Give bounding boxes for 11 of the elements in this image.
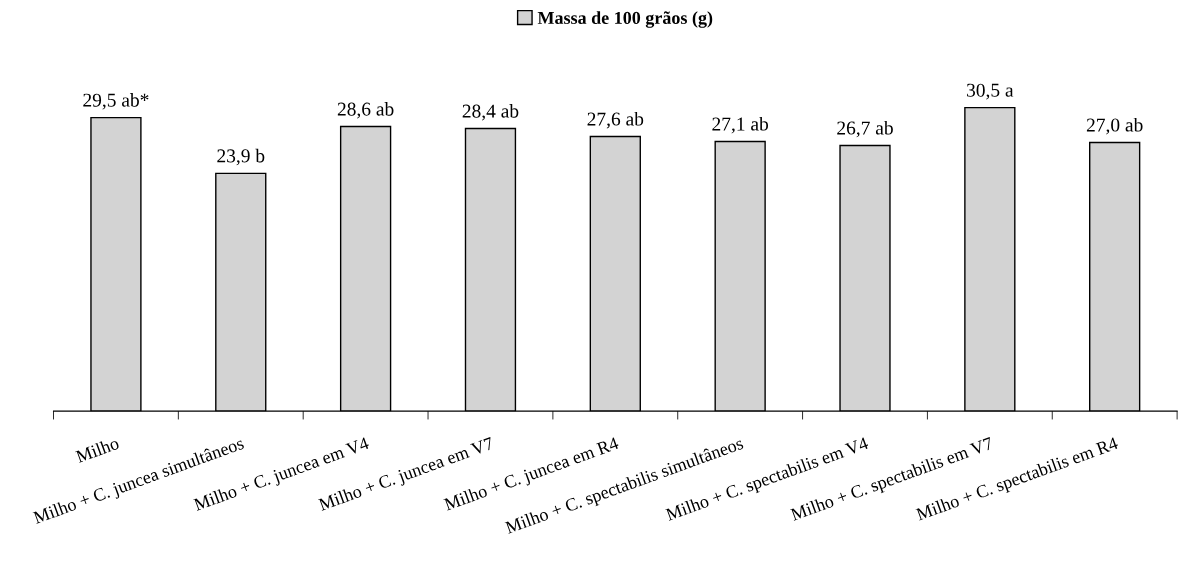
data-label: 27,0 ab <box>1086 117 1143 135</box>
data-label: 28,4 ab <box>462 103 519 121</box>
x-tick-label: Milho <box>74 436 120 463</box>
data-label: 28,6 ab <box>337 101 394 119</box>
data-label: 27,6 ab <box>587 111 644 129</box>
data-label: 26,7 ab <box>837 120 893 138</box>
data-label: 30,5 a <box>967 83 1014 100</box>
data-label: 29,5 ab* <box>83 93 149 110</box>
data-label: 27,1 ab <box>712 116 769 134</box>
legend-label: Massa de 100 grãos (g) <box>537 11 713 28</box>
data-label: 23,9 b <box>217 148 265 166</box>
